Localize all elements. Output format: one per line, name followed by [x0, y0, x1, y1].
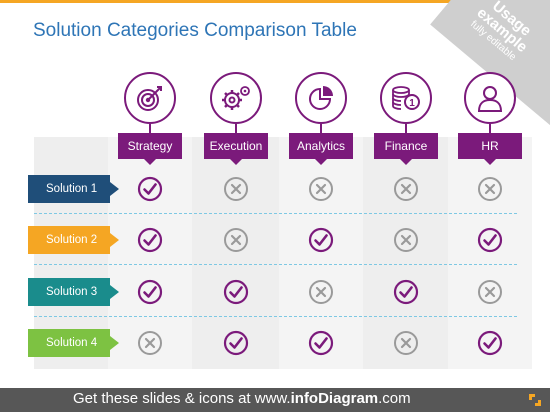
- row-divider: [34, 264, 517, 265]
- infodiagram-logo-icon: [529, 394, 541, 406]
- footer-text: Get these slides & icons at www.infoDiag…: [73, 390, 411, 407]
- footer-bar: Get these slides & icons at www.infoDiag…: [0, 388, 550, 412]
- check-icon: [137, 279, 163, 305]
- check-icon: [223, 330, 249, 356]
- footer-brand: infoDiagram: [290, 390, 379, 407]
- category-connector: [489, 124, 491, 134]
- column-background: [448, 137, 532, 369]
- row-divider: [34, 213, 517, 214]
- solution-label-2: Solution 2: [28, 226, 119, 254]
- gears-icon: [210, 72, 262, 124]
- cross-icon: [393, 330, 419, 356]
- cross-icon: [308, 176, 334, 202]
- footer-prefix: Get these slides & icons at www.: [73, 390, 291, 407]
- cross-icon: [223, 227, 249, 253]
- target-icon: [124, 72, 176, 124]
- solution-label-3: Solution 3: [28, 278, 119, 306]
- column-background: [108, 137, 192, 369]
- check-icon: [393, 279, 419, 305]
- category-header-analytics: Analytics: [289, 133, 353, 165]
- category-header-finance: Finance: [374, 133, 438, 165]
- check-icon: [477, 227, 503, 253]
- cross-icon: [477, 176, 503, 202]
- check-icon: [308, 227, 334, 253]
- coins-icon: 1: [380, 72, 432, 124]
- category-connector: [149, 124, 151, 134]
- row-divider: [34, 316, 517, 317]
- cross-icon: [223, 176, 249, 202]
- cross-icon: [137, 330, 163, 356]
- solution-label-1: Solution 1: [28, 175, 119, 203]
- person-icon: [464, 72, 516, 124]
- cross-icon: [308, 279, 334, 305]
- check-icon: [137, 176, 163, 202]
- category-header-hr: HR: [458, 133, 522, 165]
- footer-suffix: .com: [378, 390, 411, 407]
- page-title: Solution Categories Comparison Table: [33, 20, 357, 41]
- solution-label-4: Solution 4: [28, 329, 119, 357]
- category-header-strategy: Strategy: [118, 133, 182, 165]
- check-icon: [137, 227, 163, 253]
- pie-chart-icon: [295, 72, 347, 124]
- cross-icon: [393, 227, 419, 253]
- cross-icon: [393, 176, 419, 202]
- category-connector: [405, 124, 407, 134]
- check-icon: [223, 279, 249, 305]
- check-icon: [477, 330, 503, 356]
- category-connector: [235, 124, 237, 134]
- category-header-execution: Execution: [204, 133, 268, 165]
- check-icon: [308, 330, 334, 356]
- column-background: [279, 137, 363, 369]
- category-connector: [320, 124, 322, 134]
- cross-icon: [477, 279, 503, 305]
- svg-text:1: 1: [409, 98, 415, 109]
- top-accent-bar: [0, 0, 550, 3]
